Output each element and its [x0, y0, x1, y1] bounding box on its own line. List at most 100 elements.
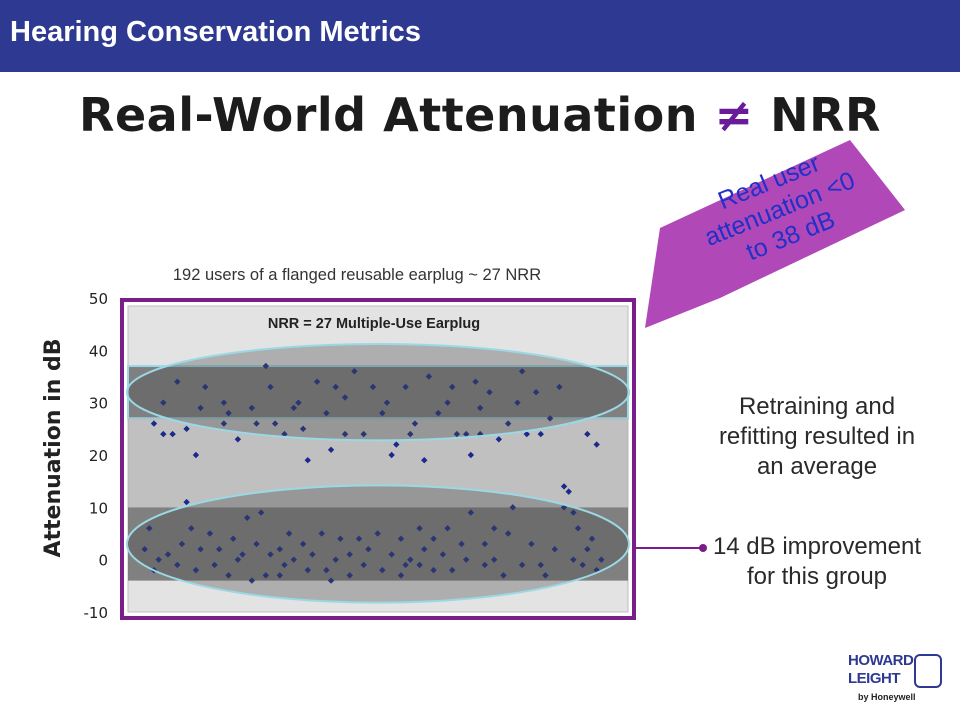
scatter-point: [160, 430, 167, 438]
scatter-point: [146, 525, 153, 532]
scatter-point: [225, 409, 232, 417]
scatter-point: [323, 566, 330, 574]
scatter-point: [220, 399, 228, 406]
scatter-point: [425, 373, 433, 380]
scatter-point: [365, 546, 372, 553]
scatter-point: [393, 441, 400, 448]
scatter-point: [253, 540, 260, 548]
scatter-point: [598, 556, 605, 563]
scatter-point: [346, 572, 353, 579]
scatter-point: [192, 566, 200, 574]
scatter-point: [202, 383, 209, 391]
scatter-point: [490, 556, 498, 563]
scatter-point: [514, 399, 521, 406]
scatter-point: [257, 509, 265, 516]
scatter-point: [584, 546, 591, 553]
connector-dot: [699, 544, 707, 552]
scatter-point: [225, 572, 232, 579]
scatter-point: [183, 425, 190, 433]
logo-line-3: by Honeywell: [858, 692, 916, 702]
scatter-point: [271, 420, 279, 427]
scatter-point: [383, 399, 391, 406]
scatter-point: [197, 404, 204, 412]
scatter-point: [248, 404, 256, 412]
highlight-ellipse-0: [126, 343, 630, 442]
highlight-ellipse-1: [126, 484, 630, 604]
scatter-point: [281, 561, 288, 569]
scatter-point: [230, 535, 237, 542]
scatter-point: [397, 535, 405, 542]
scatter-point: [416, 525, 423, 532]
scatter-point: [463, 430, 470, 438]
header-title: Hearing Conservation Metrics: [10, 16, 421, 48]
scatter-point: [556, 383, 563, 391]
y-tick-label: 10: [89, 499, 108, 517]
scatter-point: [332, 383, 339, 391]
logo-line-2: LEIGHT: [848, 670, 901, 687]
scatter-point: [327, 446, 335, 453]
chart-caption: 192 users of a flanged reusable earplug …: [173, 266, 541, 284]
scatter-point: [537, 430, 544, 438]
scatter-point: [262, 362, 270, 370]
scatter-point: [355, 535, 363, 542]
scatter-point: [565, 488, 572, 495]
scatter-point: [341, 394, 349, 401]
scatter-point: [593, 441, 600, 448]
scatter-point: [267, 383, 274, 391]
scatter-point: [285, 530, 293, 537]
scatter-point: [411, 420, 419, 427]
scatter-point: [323, 409, 330, 417]
scatter-point: [346, 551, 353, 558]
scatter-point: [220, 420, 228, 427]
scatter-point: [518, 561, 526, 569]
scatter-points: [141, 362, 605, 584]
scatter-point: [253, 420, 260, 427]
logo-face-icon: [914, 654, 942, 688]
band-middle: [128, 418, 628, 508]
scatter-point: [532, 389, 540, 396]
scatter-point: [518, 368, 526, 375]
scatter-point: [183, 498, 190, 506]
scatter-point: [192, 451, 200, 459]
chart-title: NRR = 27 Multiple-Use Earplug: [268, 316, 480, 332]
band-1: [128, 507, 628, 581]
slide-title-left: Real-World Attenuation: [79, 88, 699, 142]
scatter-point: [216, 546, 223, 553]
callout-arrow-shape: [645, 140, 905, 328]
scatter-point: [439, 551, 447, 558]
howard-leight-logo: HOWARD LEIGHT by Honeywell: [848, 652, 948, 708]
scatter-point: [174, 378, 181, 385]
scatter-point: [267, 551, 274, 558]
header-bar: Hearing Conservation Metrics: [0, 0, 960, 72]
scatter-point: [174, 561, 181, 569]
not-equal-symbol: ≠: [714, 88, 754, 142]
y-tick-label: 20: [89, 447, 108, 465]
scatter-point: [430, 566, 437, 574]
scatter-point: [407, 556, 414, 563]
y-tick-label: 30: [89, 395, 108, 413]
scatter-point: [388, 451, 395, 459]
scatter-point: [337, 535, 344, 542]
scatter-point: [560, 504, 568, 511]
scatter-point: [341, 430, 349, 438]
scatter-point: [537, 561, 544, 569]
scatter-point: [430, 535, 437, 542]
slide-title: Real-World Attenuation ≠ NRR: [0, 88, 960, 142]
slide-title-right: NRR: [770, 88, 881, 142]
scatter-point: [453, 430, 461, 438]
scatter-point: [407, 430, 414, 438]
scatter-point: [435, 409, 442, 417]
scatter-point: [281, 430, 288, 438]
scatter-point: [523, 430, 530, 438]
scatter-point: [467, 509, 475, 516]
improvement-text: 14 dB improvement for this group: [712, 533, 922, 590]
scatter-point: [290, 404, 297, 412]
scatter-point: [164, 551, 172, 558]
scatter-point: [542, 572, 549, 579]
y-tick-label: -10: [84, 604, 109, 622]
scatter-point: [379, 566, 386, 574]
retraining-text: Retraining and refitting resulted in an …: [718, 393, 916, 480]
scatter-point: [574, 525, 582, 532]
scatter-point: [449, 383, 456, 391]
